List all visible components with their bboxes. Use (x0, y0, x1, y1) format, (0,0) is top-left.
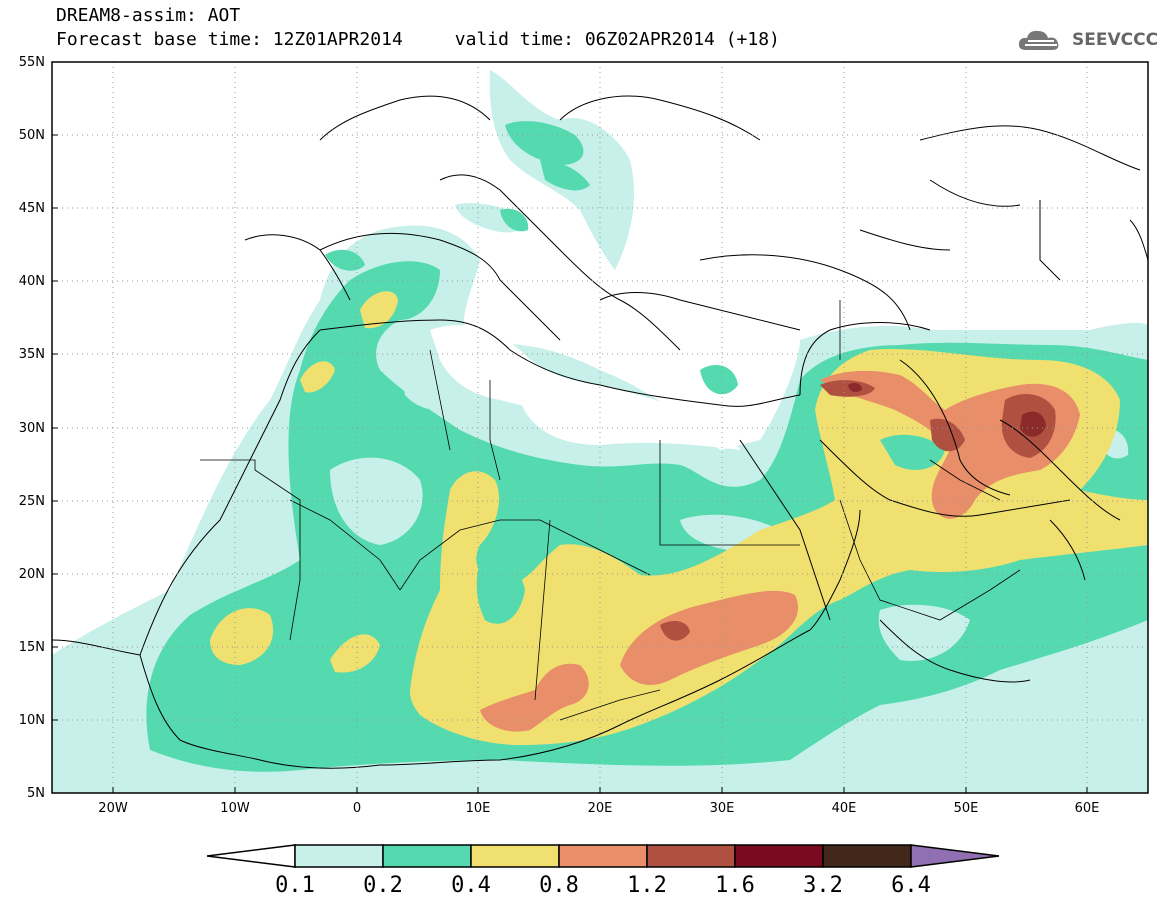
lon-tick: 0 (352, 801, 362, 816)
colorbar-bin (558, 844, 648, 868)
colorbar-over-arrow (910, 844, 1000, 868)
borders (200, 300, 1021, 721)
lat-tick: 15N (18, 640, 45, 655)
colorbar-label: 0.4 (451, 873, 491, 898)
colorbar-bin (646, 844, 736, 868)
lon-tick: 10E (465, 801, 491, 816)
lat-tick: 30N (18, 421, 45, 436)
lon-tick: 40E (831, 801, 857, 816)
logo-text: SEEVCCC (1072, 30, 1159, 50)
colorbar-label: 0.8 (539, 873, 579, 898)
coastlines (52, 95, 1148, 769)
lat-tick: 45N (18, 201, 45, 216)
aot-contour-1.2 (820, 380, 875, 397)
lat-tick: 25N (18, 494, 45, 509)
colorbar-bin (294, 844, 384, 868)
lon-tick: 20W (98, 801, 128, 816)
colorbar-label: 0.1 (275, 873, 315, 898)
time-line: Forecast base time: 12Z01APR2014 valid ti… (56, 30, 780, 50)
base-time: Forecast base time: 12Z01APR2014 (56, 29, 403, 50)
colorbar-label: 1.6 (715, 873, 755, 898)
lat-tick: 40N (18, 274, 45, 289)
aot-contour-0.8 (620, 590, 799, 685)
tick-marks (52, 134, 1088, 793)
lon-tick: 50E (953, 801, 979, 816)
map-title: DREAM8-assim: AOT (56, 5, 241, 26)
colorbar-bin (470, 844, 560, 868)
lat-tick: 55N (18, 55, 45, 70)
aot-contour-1.6 (1020, 411, 1046, 437)
lat-tick: 5N (27, 786, 45, 801)
colorbar-under-arrow (206, 844, 296, 868)
colorbar-label: 6.4 (891, 873, 931, 898)
lat-tick: 10N (18, 713, 45, 728)
gridlines (52, 62, 1148, 793)
lon-tick: 60E (1074, 801, 1100, 816)
colorbar-label: 1.2 (627, 873, 667, 898)
colorbar-bin (734, 844, 824, 868)
seevccc-logo: SEEVCCC (1016, 22, 1158, 58)
colorbar-bin (822, 844, 912, 868)
lat-tick: 50N (18, 128, 45, 143)
lat-tick: 35N (18, 347, 45, 362)
colorbar-label: 0.2 (363, 873, 403, 898)
colorbar-label: 3.2 (803, 873, 843, 898)
lat-tick: 20N (18, 567, 45, 582)
lon-tick: 10W (220, 801, 250, 816)
cloud-icon (1018, 30, 1059, 50)
lon-tick: 20E (587, 801, 613, 816)
lon-tick: 30E (709, 801, 735, 816)
colorbar-bin (382, 844, 472, 868)
valid-time: valid time: 06Z02APR2014 (+18) (454, 29, 780, 50)
